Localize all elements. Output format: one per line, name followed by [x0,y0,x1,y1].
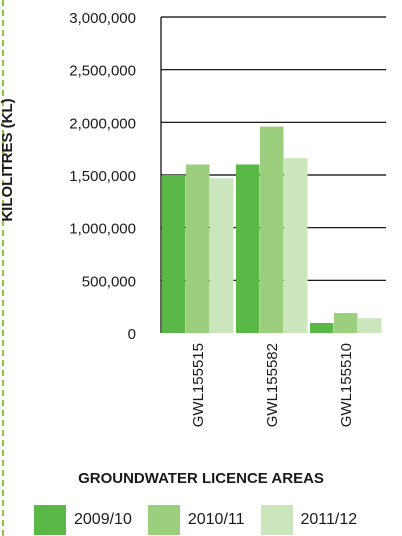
dashed-left-border [2,0,4,536]
y-tick-label: 1,000,000 [69,221,136,238]
legend-label: 2010/11 [187,511,245,528]
bar [236,164,260,333]
legend-swatch [147,505,180,535]
y-tick-label: 3,000,000 [69,10,136,27]
bar [310,322,334,333]
legend-label: 2011/12 [300,511,358,528]
y-tick-label: 2,500,000 [69,63,136,80]
x-tick-label: GWL155510 [338,343,355,427]
bar-chart: 0 500,000 1,000,000 1,500,000 2,000,000 2,500… [69,10,386,427]
legend-item-2009-10: 2009/10 [34,505,132,535]
y-tick-label: 1,500,000 [69,168,136,185]
legend-item-2011-12: 2011/12 [260,505,358,535]
y-tick-label: 0 [128,326,136,343]
legend-swatch [260,505,293,535]
bar [186,164,210,333]
legend-item-2010-11: 2010/11 [147,505,245,535]
y-tick-label: 2,000,000 [69,115,136,132]
y-axis-label: KILOLITRES (KL) [0,98,16,222]
x-axis-label: GROUNDWATER LICENCE AREAS [78,470,324,487]
x-tick-label: GWL155515 [190,343,207,427]
bar [334,312,358,333]
legend-swatch [34,505,66,535]
bar [210,178,234,333]
legend: 2009/10 2010/11 2011/12 [34,505,373,535]
bar [260,126,284,334]
y-tick-label: 500,000 [82,273,136,290]
x-tick-label: GWL155582 [264,343,281,427]
bar [358,318,382,333]
legend-label: 2009/10 [74,511,132,528]
bar [284,158,308,333]
bar [162,175,186,333]
